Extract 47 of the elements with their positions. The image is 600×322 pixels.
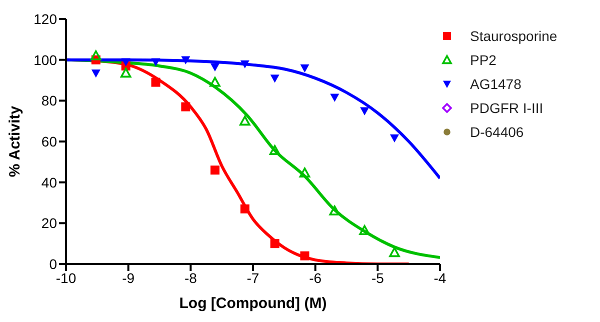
y-tick-label: 20 <box>41 215 58 232</box>
point <box>210 63 220 72</box>
y-axis-title: % Activity <box>6 105 24 178</box>
point <box>330 94 340 102</box>
legend-label: AG1478 <box>470 76 522 92</box>
point <box>269 145 280 155</box>
point <box>270 239 280 248</box>
legend-label: D-64406 <box>470 124 524 140</box>
x-tick-label: -8 <box>184 270 198 286</box>
point <box>90 50 102 60</box>
point <box>299 168 310 178</box>
point <box>270 74 280 83</box>
y-tick-label: 80 <box>41 92 58 109</box>
point <box>300 251 310 260</box>
point <box>120 68 132 78</box>
point <box>300 64 310 72</box>
point <box>181 102 190 112</box>
y-tick-label: 100 <box>34 52 58 68</box>
point <box>240 60 250 68</box>
x-tick-label: -6 <box>309 270 322 286</box>
x-tick-label: -4 <box>434 270 446 286</box>
x-tick-label: -10 <box>56 270 76 286</box>
point <box>91 70 100 78</box>
point <box>390 134 399 143</box>
point <box>210 166 220 175</box>
legend-label: PDGFR I-III <box>470 100 544 116</box>
y-tick-label: 60 <box>41 133 58 150</box>
point <box>360 107 370 116</box>
point <box>359 225 370 236</box>
point <box>210 76 220 87</box>
point <box>151 78 160 87</box>
y-tick-label: 0 <box>49 256 58 272</box>
x-axis-title: Log [Compound] (M) <box>179 295 327 312</box>
point <box>329 206 340 216</box>
x-tick-label: -9 <box>122 270 135 286</box>
point <box>121 58 130 66</box>
y-tick-label: 120 <box>34 10 58 27</box>
point <box>181 56 190 64</box>
legend-label: PP2 <box>470 52 496 68</box>
point <box>240 204 250 214</box>
legend-label: Staurosporine <box>470 28 558 44</box>
x-tick-label: -7 <box>246 270 260 286</box>
point <box>389 247 400 258</box>
point <box>239 116 250 126</box>
y-tick-label: 40 <box>41 174 58 190</box>
x-tick-label: -5 <box>371 270 384 286</box>
point <box>151 58 160 66</box>
